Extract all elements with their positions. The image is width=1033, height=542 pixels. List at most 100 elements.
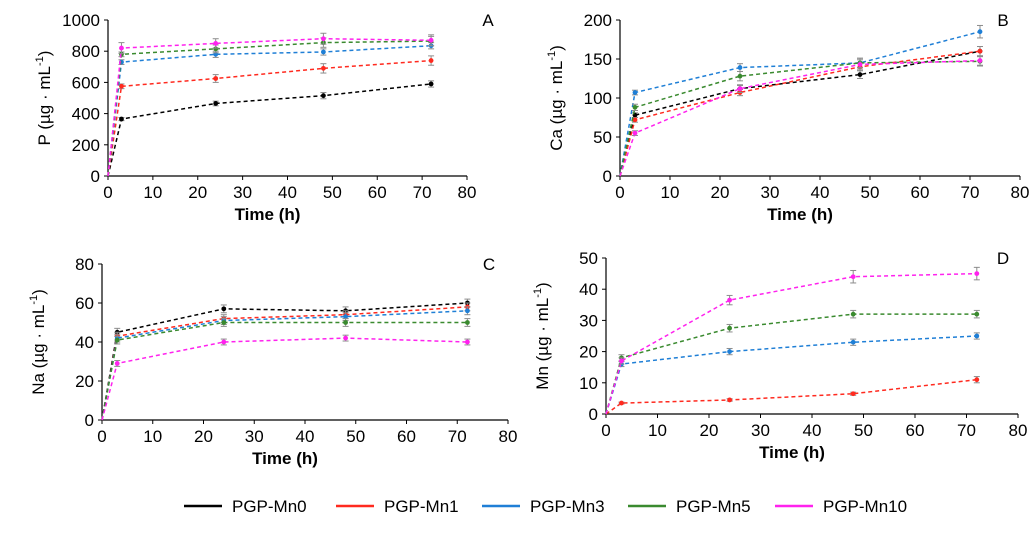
x-tick-label: 50 [861, 183, 880, 202]
x-tick-label: 70 [961, 183, 980, 202]
legend-item-pgp-mn0: PGP-Mn0 [184, 497, 307, 516]
series-pgp-mn5 [619, 56, 983, 177]
data-point [114, 337, 120, 343]
series-pgp-mn1 [101, 302, 471, 421]
panel-c: 0 20 40 60 80 0 10 20 30 40 50 60 70 80 Time (h) Na (µg… [28, 255, 517, 468]
x-tick-label: 10 [648, 421, 667, 440]
series-pgp-mn0 [107, 80, 435, 177]
y-tick-label: 0 [91, 167, 100, 186]
legend-label: PGP-Mn5 [676, 497, 751, 516]
y-tick-label: 50 [593, 128, 612, 147]
series-line [107, 59, 432, 177]
series-pgp-mn10 [605, 266, 980, 415]
y-axis-title-symbol: P [35, 130, 54, 146]
data-point [632, 117, 638, 123]
y-tick-label: 0 [589, 405, 598, 424]
panel-letter: C [483, 255, 495, 274]
series-pgp-mn1 [619, 46, 983, 177]
data-point [727, 297, 732, 303]
data-point [213, 101, 219, 106]
data-point [221, 339, 227, 345]
x-axis-title: Time (h) [235, 205, 301, 224]
x-axis-title: Time (h) [252, 449, 318, 468]
y-tick-label: 20 [579, 343, 598, 362]
data-point [727, 349, 732, 354]
series-line [619, 50, 981, 177]
x-tick-label: 10 [661, 183, 680, 202]
y-tick-label: 60 [75, 294, 94, 313]
legend-label: PGP-Mn0 [232, 497, 307, 516]
y-axis-title-symbol: Mn [533, 361, 552, 389]
x-tick-label: 0 [97, 427, 106, 446]
legend-item-pgp-mn3: PGP-Mn3 [482, 497, 605, 516]
x-tick-label: 80 [458, 183, 477, 202]
y-axis-title: Na (µg · mL-1) [28, 289, 48, 395]
panel-letter: B [997, 11, 1008, 30]
data-point [727, 397, 732, 403]
data-point [465, 308, 470, 314]
x-tick-label: 40 [296, 427, 315, 446]
data-point [221, 306, 227, 312]
data-point [850, 274, 856, 280]
y-tick-label: 80 [75, 255, 94, 274]
panel-b: 0 50 100 150 200 0 10 20 30 40 50 60 70 80 Time (h) Ca … [546, 11, 1029, 224]
x-axis-title: Time (h) [759, 443, 825, 462]
series-pgp-mn3 [619, 24, 983, 177]
y-tick-label: 150 [584, 50, 612, 69]
data-point [213, 76, 219, 81]
x-tick-label: 0 [601, 421, 610, 440]
series-line [101, 337, 468, 421]
legend-item-pgp-mn5: PGP-Mn5 [628, 497, 751, 516]
series-pgp-mn1 [107, 55, 435, 177]
x-tick-label: 60 [911, 183, 930, 202]
data-point [632, 90, 638, 95]
data-point [632, 130, 638, 136]
data-point [321, 93, 326, 99]
data-point [727, 325, 732, 331]
data-point [850, 391, 856, 397]
series-line [107, 83, 432, 177]
data-point [737, 73, 743, 79]
panel-a: 0 200 400 600 800 1000 0 10 20 30 40 50 60 70 80 Time (… [34, 11, 494, 224]
y-axis-title: P (µg · mL-1) [34, 51, 54, 146]
data-point [428, 37, 434, 43]
series-pgp-mn3 [107, 42, 435, 177]
series-line [101, 302, 468, 421]
data-point [850, 311, 856, 317]
series-pgp-mn0 [619, 46, 983, 177]
data-point [119, 45, 124, 51]
y-axis-title-close: ) [547, 45, 566, 51]
series-line [101, 321, 468, 421]
data-point [974, 333, 980, 339]
y-axis-title-exponent: -1 [34, 56, 46, 66]
data-point [974, 311, 980, 317]
x-tick-label: 30 [245, 427, 264, 446]
x-tick-label: 0 [103, 183, 112, 202]
data-point [974, 377, 980, 383]
x-tick-label: 20 [711, 183, 730, 202]
panel-letter: D [997, 249, 1009, 268]
y-axis-title-unit: (µg · mL [35, 66, 54, 130]
x-tick-label: 40 [811, 183, 830, 202]
x-tick-label: 80 [1009, 421, 1028, 440]
data-point [213, 41, 219, 46]
data-point [632, 104, 638, 110]
legend-item-pgp-mn10: PGP-Mn10 [775, 497, 907, 516]
data-point [119, 116, 124, 122]
x-tick-label: 20 [188, 183, 207, 202]
x-tick-label: 80 [499, 427, 518, 446]
legend-label: PGP-Mn1 [384, 497, 459, 516]
data-point [857, 62, 863, 67]
data-point [428, 58, 434, 63]
y-tick-label: 40 [579, 280, 598, 299]
y-tick-label: 50 [579, 249, 598, 268]
y-axis-title-close: ) [29, 289, 48, 295]
legend-label: PGP-Mn3 [530, 497, 605, 516]
legend-item-pgp-mn1: PGP-Mn1 [336, 497, 459, 516]
series-pgp-mn10 [101, 334, 471, 421]
y-axis-title-close: ) [533, 282, 552, 288]
data-point [737, 86, 743, 92]
series-pgp-mn5 [605, 309, 980, 415]
